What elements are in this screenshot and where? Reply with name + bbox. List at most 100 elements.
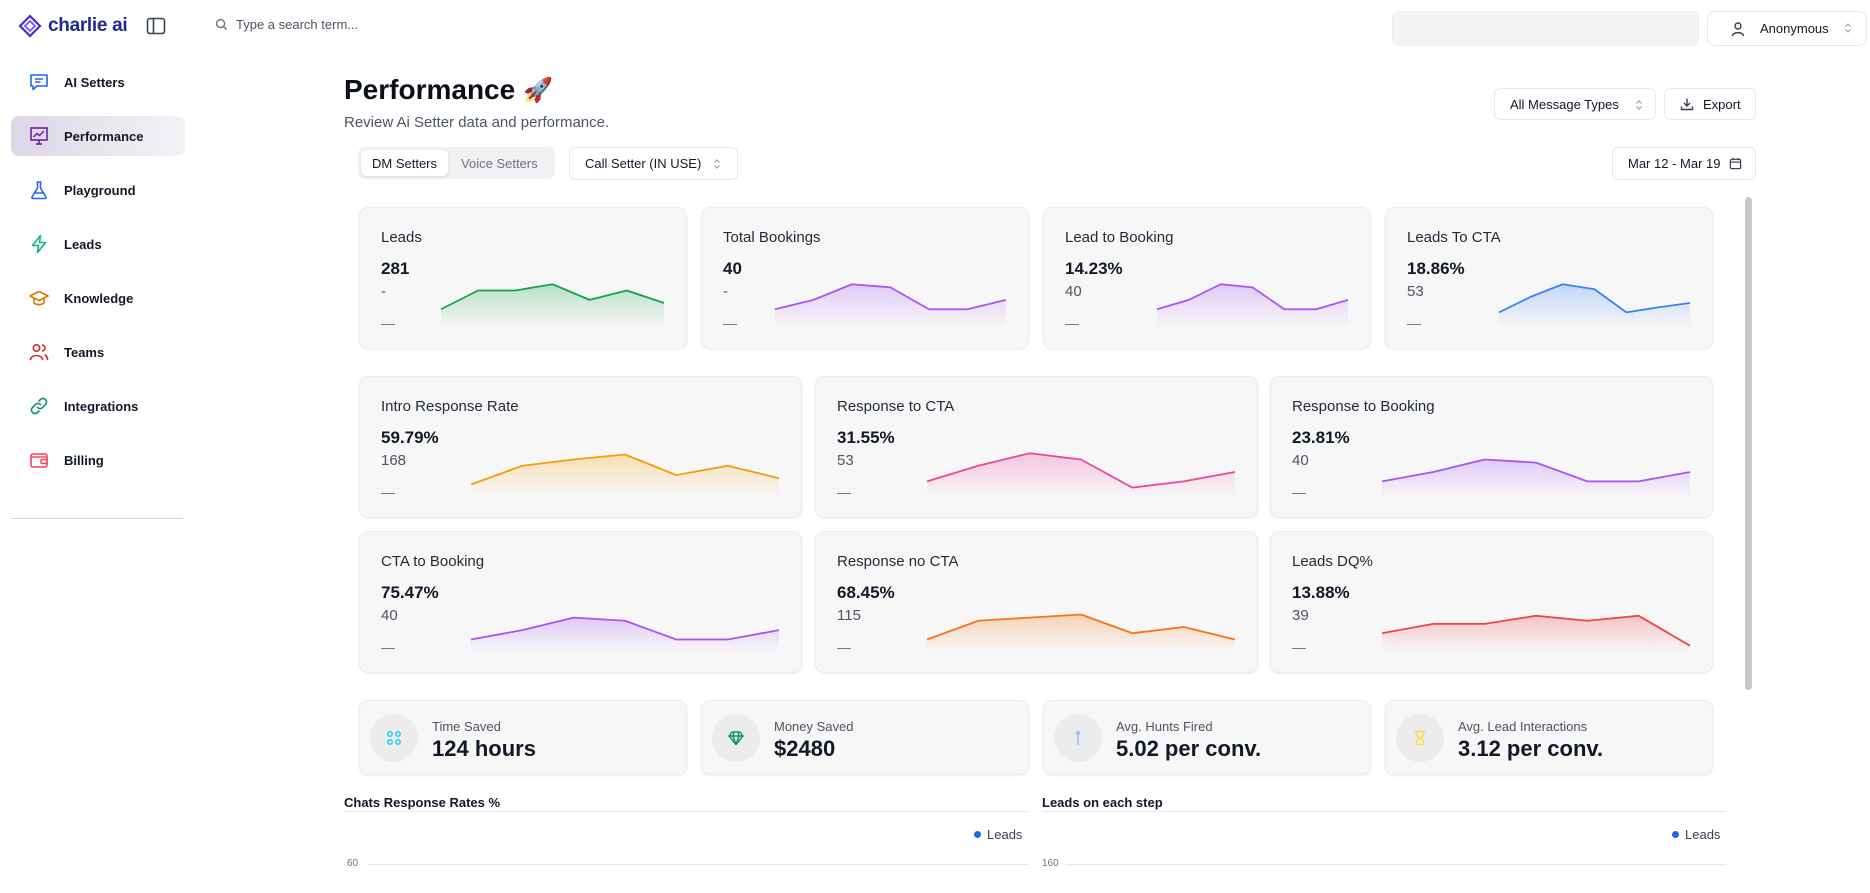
user-name: Anonymous [1760,21,1829,36]
sidebar-nav: AI Setters Performance Playground Leads … [11,62,185,494]
page-title-text: Performance [344,74,516,105]
chart-legend[interactable]: Leads [974,827,1022,842]
legend-label: Leads [1685,827,1721,842]
sparkline-chart [470,453,780,497]
sidebar-item-label: Billing [64,452,104,468]
hourglass-icon [1415,730,1425,746]
metric-card: Response no CTA 68.45% 115 — [815,531,1258,673]
stat-value: 3.12 per conv. [1458,736,1604,761]
metric-sub-value: - [723,283,728,300]
stat-icon-circle [370,714,418,762]
metric-card: Total Bookings 40 - — [701,207,1029,349]
sidebar-item-knowledge[interactable]: Knowledge [11,278,185,318]
metric-sub-value: - [381,283,386,300]
metric-title: Response no CTA [837,553,959,570]
message-types-value: All Message Types [1510,96,1619,112]
flask-icon [31,181,47,200]
metric-change: — [837,639,851,655]
metric-value: 40 [723,259,742,278]
metric-change: — [723,315,737,331]
y-axis-tick: 60 [347,858,359,869]
setter-select[interactable]: Call Setter (IN USE) [569,147,738,180]
user-menu-button[interactable]: Anonymous [1707,11,1867,46]
metric-title: Leads DQ% [1292,553,1373,570]
chevron-updown-icon [1636,100,1642,110]
sparkline-chart [1156,283,1349,328]
metric-sub-value: 53 [1407,283,1424,300]
sidebar-item-ai-setters[interactable]: AI Setters [11,62,185,102]
metric-card: Leads DQ% 13.88% 39 — [1270,531,1713,673]
chevron-updown-icon [1845,23,1851,33]
rocket-icon: 🚀 [523,76,554,104]
metric-sub-value: 53 [837,452,854,469]
sparkline-chart [440,283,665,328]
legend-dot [974,831,981,838]
sparkline-chart [926,613,1236,652]
tab-dm-setters[interactable]: DM Setters [361,150,449,176]
sparkline-area [927,614,1235,652]
sparkline-chart [1381,458,1691,497]
sidebar-item-leads[interactable]: Leads [11,224,185,264]
sidebar-item-teams[interactable]: Teams [11,332,185,372]
sparkline-line [926,613,1236,641]
stat-icon-circle [712,714,760,762]
graduation-cap-icon [29,290,49,306]
sparkline-chart [774,283,1007,328]
y-axis-tick: 160 [1042,858,1059,869]
diamond-icon [728,731,744,746]
stat-label: Time Saved [432,719,501,734]
sidebar-item-label: Playground [64,182,136,198]
setter-type-tabs: DM Setters Voice Setters [358,147,555,179]
metric-title: Response to CTA [837,398,955,415]
metric-title: Total Bookings [723,229,821,246]
stat-label: Avg. Lead Interactions [1458,719,1588,734]
sidebar-item-performance[interactable]: Performance [11,116,185,156]
tab-voice-setters[interactable]: Voice Setters [461,155,538,171]
export-button[interactable]: Export [1664,88,1756,120]
sidebar-toggle-button[interactable] [146,16,166,41]
stat-avg-hunts-fired: Avg. Hunts Fired 5.02 per conv. [1043,700,1371,775]
sparkline-chart [1381,614,1691,652]
chart-gridline [367,864,1028,865]
metric-change: — [381,484,395,500]
search-input[interactable] [236,17,536,32]
scrollbar-thumb[interactable] [1745,197,1752,690]
metric-change: — [1065,315,1079,331]
metric-value: 18.86% [1407,259,1465,278]
stat-money-saved: Money Saved $2480 [701,700,1029,775]
metric-card: Response to CTA 31.55% 53 — [815,376,1258,518]
sidebar-item-playground[interactable]: Playground [11,170,185,210]
app-logo[interactable]: charlie ai [18,14,128,38]
chart-title-divider [1042,811,1726,812]
sparkline-area [471,454,779,497]
sparkline-chart [1498,283,1691,328]
date-range-value: Mar 12 - Mar 19 [1628,156,1721,171]
metric-change: — [837,484,851,500]
chart-title-leads-steps: Leads on each step [1042,795,1163,810]
sparkline-line [1381,458,1691,483]
message-types-select[interactable]: All Message Types [1494,88,1656,120]
sidebar-item-label: Performance [64,128,144,144]
content-scrollbar[interactable] [1742,195,1754,893]
sparkline-area [1382,459,1690,497]
stat-value: 5.02 per conv. [1116,736,1262,761]
chevron-updown-icon [714,159,720,169]
sidebar-item-integrations[interactable]: Integrations [11,386,185,426]
metric-title: Response to Booking [1292,398,1435,415]
metric-value: 14.23% [1065,259,1123,278]
metric-title: Leads To CTA [1407,229,1501,246]
chat-icon [30,74,48,91]
setter-select-value: Call Setter (IN USE) [585,156,702,171]
date-range-picker[interactable]: Mar 12 - Mar 19 [1612,147,1756,180]
lightning-icon [31,234,47,254]
chart-legend[interactable]: Leads [1672,827,1720,842]
sparkline-line [926,452,1236,489]
metric-value: 23.81% [1292,428,1350,447]
metric-value: 59.79% [381,428,439,447]
page-subtitle: Review Ai Setter data and performance. [344,114,610,131]
sparkline-area [1382,615,1690,652]
metric-sub-value: 115 [837,607,861,624]
presentation-chart-icon [30,127,48,145]
sidebar-item-billing[interactable]: Billing [11,440,185,480]
diamond-logo-icon [18,14,42,38]
